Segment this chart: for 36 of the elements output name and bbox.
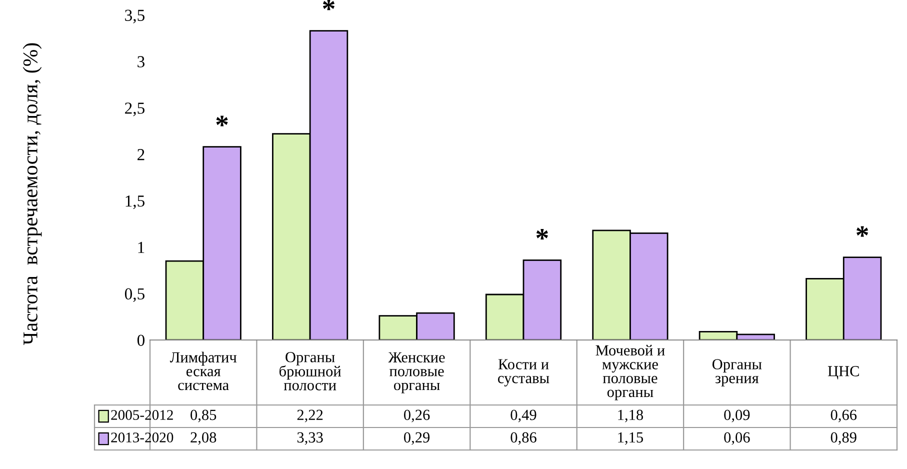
annotation: * <box>322 0 335 10</box>
data-label: 2,22 <box>297 410 323 422</box>
y-tick-label: 1 <box>138 242 144 253</box>
x-tick-label: ЦНС <box>828 366 859 380</box>
data-label: 0,26 <box>404 410 430 422</box>
x-tick-label: Органы брюшной полости <box>280 352 342 390</box>
y-tick-label: 0 <box>137 334 145 346</box>
data-label: 0,49 <box>510 410 536 422</box>
data-label: 3,33 <box>297 432 323 445</box>
data-label: 0,29 <box>404 432 430 445</box>
annotation: * <box>216 116 228 126</box>
x-tick-label: Лимфатич еская система <box>170 352 236 390</box>
data-label: 1,18 <box>618 410 643 422</box>
y-axis-title: Частота встречаемости, доля, (%) <box>22 43 42 345</box>
y-tick-label: 2 <box>138 149 144 160</box>
data-label: 0,66 <box>830 410 857 422</box>
data-label: 0,85 <box>190 410 216 422</box>
y-tick-label: 3 <box>138 56 144 68</box>
x-tick-label: Кости и суставы <box>498 359 550 386</box>
data-label: 0,09 <box>724 410 750 422</box>
y-tick-label: 1,5 <box>126 195 144 210</box>
data-label: 2,08 <box>190 432 216 445</box>
legend-label: 2005-2012 <box>111 410 173 420</box>
y-tick-label: 3,5 <box>125 10 144 24</box>
y-tick-label: 0,5 <box>124 288 144 302</box>
x-tick-label: Женские половые органы <box>388 352 445 394</box>
annotation: * <box>536 229 548 240</box>
x-tick-label: Мочевой и мужские половые органы <box>596 344 665 400</box>
data-label: 1,15 <box>618 432 643 445</box>
annotation: * <box>856 226 868 237</box>
y-tick-label: 2,5 <box>125 102 144 116</box>
data-label: 0,86 <box>510 432 536 445</box>
data-label: 0,89 <box>830 432 856 445</box>
data-label: 0,06 <box>724 432 750 445</box>
x-tick-label: Органы зрения <box>712 359 762 386</box>
legend-label: 2013-2020 <box>111 432 174 442</box>
